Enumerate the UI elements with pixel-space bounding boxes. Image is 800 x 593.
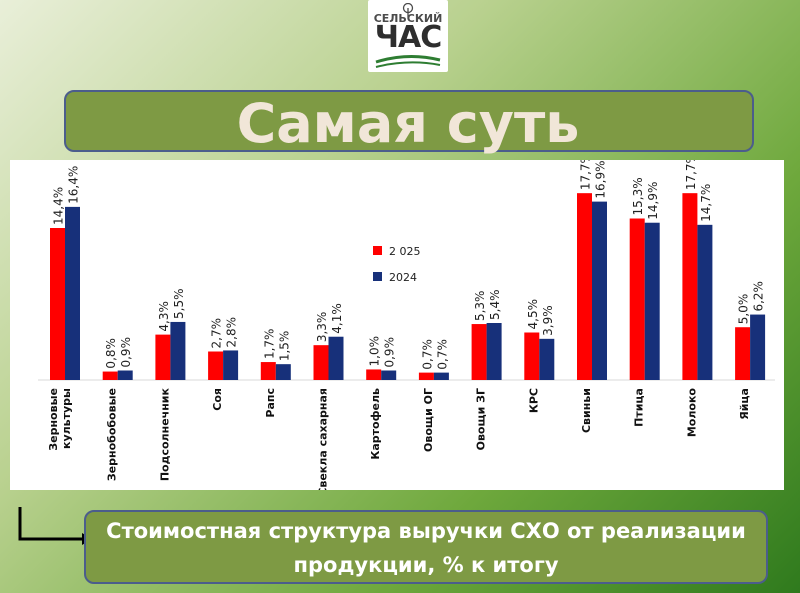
bar-2025 xyxy=(682,193,698,380)
data-label: 0,9% xyxy=(119,337,133,368)
bar-2025 xyxy=(366,369,382,380)
bar-2025 xyxy=(102,371,118,380)
data-label: 2,8% xyxy=(225,317,239,348)
arrow-icon xyxy=(18,507,92,545)
data-label: 1,5% xyxy=(277,331,291,362)
tree-icon xyxy=(402,3,414,17)
bar-2025 xyxy=(735,327,751,380)
data-label: 16,4% xyxy=(67,166,81,204)
chart-panel: 14,4% 16,4% Зерновые культуры 0,8% 0,9% Зерноб… xyxy=(10,160,784,490)
logo: СЕЛЬСКИЙ ЧАС xyxy=(368,0,448,72)
data-label: 6,2% xyxy=(752,281,766,312)
data-label: 1,0% xyxy=(368,336,382,367)
category-label: Зерновые xyxy=(47,388,60,451)
bar-2024 xyxy=(275,364,291,380)
category-label: Яйца xyxy=(738,388,751,420)
bar-2024 xyxy=(433,372,449,380)
data-label: 5,0% xyxy=(737,294,751,325)
bar-2025 xyxy=(155,334,171,380)
data-label: 14,4% xyxy=(52,187,66,225)
caption-box xyxy=(84,510,768,584)
bar-2025 xyxy=(471,324,487,380)
category-label: Молоко xyxy=(685,388,698,438)
bar-2024 xyxy=(381,370,397,380)
logo-main-text: ЧАС xyxy=(374,20,442,55)
bar-2025 xyxy=(208,351,224,380)
category-label: Овощи ЗГ xyxy=(475,388,488,450)
data-label: 17,7% xyxy=(579,160,593,190)
data-label: 5,5% xyxy=(172,288,186,319)
data-label: 17,7% xyxy=(684,160,698,190)
bar-2024 xyxy=(65,206,80,380)
bar-2025 xyxy=(629,218,645,380)
data-label: 14,7% xyxy=(699,184,713,222)
legend-swatch-2024 xyxy=(373,272,382,281)
category-label: Свиньи xyxy=(580,388,593,433)
bar-2025 xyxy=(577,193,592,380)
bar-2024 xyxy=(750,314,766,380)
data-label: 3,3% xyxy=(315,312,329,343)
field-icon xyxy=(375,54,441,68)
data-label: 4,3% xyxy=(157,301,171,332)
data-label: 4,5% xyxy=(526,299,540,330)
category-label: Картофель xyxy=(369,388,382,460)
bar-2024 xyxy=(644,222,660,380)
data-label: 0,9% xyxy=(383,337,397,368)
legend-label: 2 025 xyxy=(389,245,421,258)
data-label: 1,7% xyxy=(262,329,276,360)
bar-2025 xyxy=(524,332,540,380)
bar-2025 xyxy=(260,362,276,380)
legend-label: 2024 xyxy=(389,271,417,284)
data-label: 3,9% xyxy=(541,305,555,336)
bar-2024 xyxy=(539,338,555,380)
bar-2024 xyxy=(223,350,239,380)
bar-2024 xyxy=(592,201,607,380)
bar-2025 xyxy=(50,228,65,380)
data-label: 2,7% xyxy=(210,318,224,349)
category-label: культуры xyxy=(60,388,73,449)
category-label: Зернобобовые xyxy=(106,388,119,481)
data-label: 5,4% xyxy=(488,290,502,320)
data-label: 14,9% xyxy=(646,182,660,220)
data-label: 0,7% xyxy=(435,339,449,370)
bar-2024 xyxy=(328,336,344,380)
page-title: Самая суть xyxy=(236,92,580,155)
bar-2025 xyxy=(418,372,434,380)
data-label: 0,7% xyxy=(420,339,434,370)
data-label: 0,8% xyxy=(104,338,118,369)
data-label: 16,9% xyxy=(594,160,608,198)
bar-2024 xyxy=(697,224,713,380)
legend-swatch-2025 xyxy=(373,246,382,255)
bar-2024 xyxy=(486,323,502,380)
category-label: Птица xyxy=(633,388,646,427)
category-label: Овощи ОГ xyxy=(422,388,435,452)
data-label: 5,3% xyxy=(473,291,487,322)
bar-2024 xyxy=(170,321,186,380)
data-label: 4,1% xyxy=(330,303,344,334)
title-box xyxy=(64,90,754,152)
category-label: Рапс xyxy=(264,388,277,418)
data-label: 15,3% xyxy=(631,177,645,215)
category-label: Подсолнечник xyxy=(158,387,171,481)
bar-2024 xyxy=(117,370,133,380)
bar-2025 xyxy=(313,345,329,380)
category-label: Свекла сахарная xyxy=(317,388,330,490)
chart-caption: Стоимостная структура выручки СХО от реа… xyxy=(106,519,746,577)
category-label: Соя xyxy=(211,388,224,411)
category-label: КРС xyxy=(527,388,540,413)
logo-top-text: СЕЛЬСКИЙ xyxy=(373,12,443,25)
